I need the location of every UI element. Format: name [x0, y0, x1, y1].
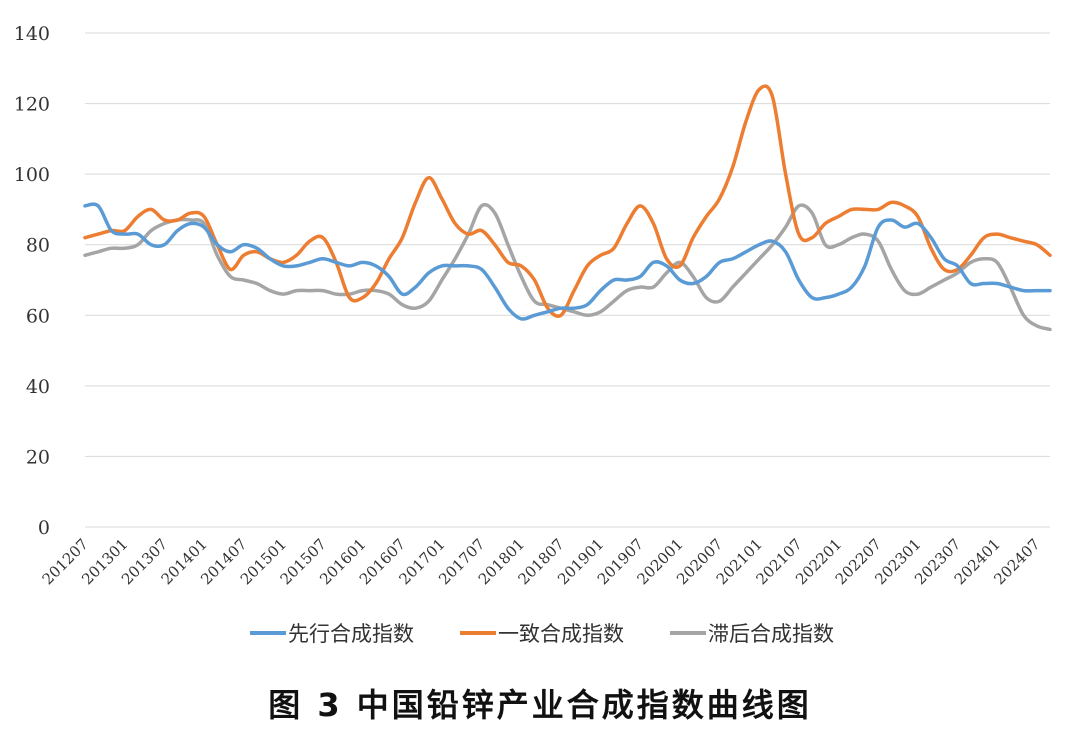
y-tick-label: 140	[14, 23, 50, 45]
series-line-1	[83, 84, 1052, 318]
series-line-0	[83, 202, 1052, 321]
y-tick-label: 100	[14, 164, 50, 186]
y-tick-label: 20	[26, 446, 50, 468]
legend-label: 滞后合成指数	[708, 622, 834, 646]
y-axis-ticks: 0 20 40 60 80 100 120 140	[14, 23, 50, 539]
legend-label: 先行合成指数	[288, 622, 414, 646]
legend: 先行合成指数 一致合成指数 滞后合成指数	[250, 622, 834, 646]
series-line-2	[83, 202, 1052, 332]
y-tick-label: 0	[38, 517, 50, 539]
y-tick-label: 60	[26, 305, 50, 327]
y-tick-label: 80	[26, 235, 50, 257]
x-axis-ticks: 2012072013012013072014012014072015012015…	[39, 535, 1044, 588]
chart-svg: 0 20 40 60 80 100 120 140 201207201301201307201…	[14, 23, 1052, 646]
gridlines	[85, 32, 1050, 528]
figure-caption: 图 3 中国铅锌产业合成指数曲线图	[268, 686, 812, 724]
legend-label: 一致合成指数	[498, 622, 624, 646]
y-tick-label: 40	[26, 376, 50, 398]
chart: 0 20 40 60 80 100 120 140 201207 201301 201307 201…	[14, 23, 1052, 646]
series-lines	[83, 84, 1052, 332]
y-tick-label: 120	[14, 94, 50, 116]
